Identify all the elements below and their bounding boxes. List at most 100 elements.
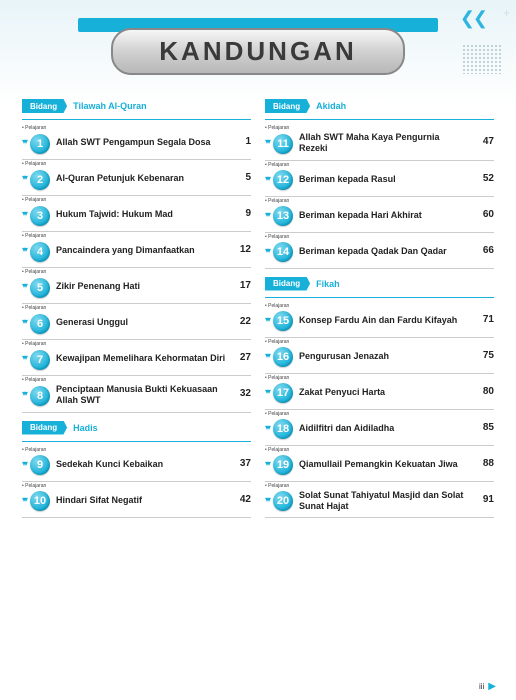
pelajaran-label: • Pelajaran bbox=[265, 411, 289, 417]
toc-entry: • Pelajaran ▾▾ 13 Beriman kepada Hari Akhir… bbox=[265, 197, 494, 233]
bidang-tag: Bidang bbox=[22, 99, 67, 113]
entry-page: 60 bbox=[476, 209, 494, 220]
chevron-icon: ▾▾ bbox=[22, 245, 26, 254]
pelajaran-label: • Pelajaran bbox=[22, 197, 46, 203]
bidang-tag: Bidang bbox=[265, 99, 310, 113]
chevron-icon: ▾▾ bbox=[22, 173, 26, 182]
toc-entry: • Pelajaran▾▾5Zikir Penenang Hati17 bbox=[22, 268, 251, 304]
chevron-icon: ▾▾ bbox=[22, 389, 26, 398]
left-column: BidangTilawah Al-Quran• Pelajaran▾▾1Alla… bbox=[22, 91, 251, 518]
entry-page: 12 bbox=[233, 244, 251, 255]
entry-page: 22 bbox=[233, 316, 251, 327]
pelajaran-label: • Pelajaran bbox=[22, 125, 46, 131]
lesson-number-badge: 3 bbox=[30, 206, 50, 226]
entry-page: 32 bbox=[233, 388, 251, 399]
lesson-number-badge: 16 bbox=[273, 347, 293, 367]
pelajaran-label: • Pelajaran bbox=[22, 377, 46, 383]
entry-page: 5 bbox=[233, 172, 251, 183]
bidang-tag: Bidang bbox=[22, 421, 67, 435]
entry-title: Generasi Unggul bbox=[56, 314, 227, 328]
section-header: BidangAkidah bbox=[265, 99, 494, 113]
lesson-number-badge: 7 bbox=[30, 350, 50, 370]
content-columns: BidangTilawah Al-Quran• Pelajaran▾▾1Alla… bbox=[0, 75, 516, 518]
pelajaran-label: • Pelajaran bbox=[22, 269, 46, 275]
entry-title: Allah SWT Pengampun Segala Dosa bbox=[56, 134, 227, 148]
chevron-icon: ▾▾ bbox=[22, 209, 26, 218]
toc-entry: • Pelajaran▾▾6Generasi Unggul22 bbox=[22, 304, 251, 340]
entry-title: Hindari Sifat Negatif bbox=[56, 492, 227, 506]
lesson-number-badge: 15 bbox=[273, 311, 293, 331]
entry-page: 27 bbox=[233, 352, 251, 363]
toc-entry: • Pelajaran▾▾7Kewajipan Memelihara Kehor… bbox=[22, 340, 251, 376]
entry-title: Allah SWT Maha Kaya Pengurnia Rezeki bbox=[299, 129, 470, 155]
entry-page: 9 bbox=[233, 208, 251, 219]
lesson-number-badge: 11 bbox=[273, 134, 293, 154]
lesson-number-badge: 17 bbox=[273, 383, 293, 403]
entry-page: 85 bbox=[476, 422, 494, 433]
lesson-number-badge: 20 bbox=[273, 491, 293, 511]
entry-page: 75 bbox=[476, 350, 494, 361]
chevron-icon: ▾▾ bbox=[265, 210, 269, 219]
toc-entry: • Pelajaran ▾▾ 8 Penciptaan Manusia Bukti K… bbox=[22, 376, 251, 413]
toc-entry: • Pelajaran▾▾9Sedekah Kunci Kebaikan37 bbox=[22, 446, 251, 482]
pelajaran-label: • Pelajaran bbox=[22, 483, 46, 489]
chevron-icon: ▾▾ bbox=[22, 317, 26, 326]
toc-entry: • Pelajaran ▾▾ 11 Allah SWT Maha Kaya Pengu… bbox=[265, 124, 494, 161]
chevron-icon: ▾▾ bbox=[265, 315, 269, 324]
entry-title: Penciptaan Manusia Bukti Kekuasaan Allah… bbox=[56, 381, 227, 407]
lesson-number-badge: 8 bbox=[30, 386, 50, 406]
toc-entry: • Pelajaran▾▾14Beriman kepada Qadak Dan … bbox=[265, 233, 494, 269]
entry-title: Beriman kepada Qadak Dan Qadar bbox=[299, 243, 470, 257]
entry-title: Kewajipan Memelihara Kehormatan Diri bbox=[56, 350, 227, 364]
pelajaran-label: • Pelajaran bbox=[265, 303, 289, 309]
chevron-icon: ▾▾ bbox=[22, 137, 26, 146]
toc-entry: • Pelajaran▾▾16Pengurusan Jenazah75 bbox=[265, 338, 494, 374]
entry-title: Zikir Penenang Hati bbox=[56, 278, 227, 292]
pelajaran-label: • Pelajaran bbox=[265, 162, 289, 168]
footer-triangle-icon: ▶ bbox=[488, 681, 496, 692]
entry-title: Aidilfitri dan Aidiladha bbox=[299, 420, 470, 434]
entry-title: Al-Quran Petunjuk Kebenaran bbox=[56, 170, 227, 184]
entry-title: Qiamullail Pemangkin Kekuatan Jiwa bbox=[299, 456, 470, 470]
entry-page: 17 bbox=[233, 280, 251, 291]
page-footer: iii ▶ bbox=[479, 681, 496, 692]
chevron-icon: ▾▾ bbox=[265, 387, 269, 396]
pelajaran-label: • Pelajaran bbox=[265, 125, 289, 131]
section-header: BidangFikah bbox=[265, 277, 494, 291]
pelajaran-label: • Pelajaran bbox=[265, 447, 289, 453]
pelajaran-label: • Pelajaran bbox=[265, 339, 289, 345]
entry-title: Hukum Tajwid: Hukum Mad bbox=[56, 206, 227, 220]
entry-page: 1 bbox=[233, 136, 251, 147]
toc-entry: • Pelajaran ▾▾ 1 Allah SWT Pengampun Segala… bbox=[22, 124, 251, 160]
pelajaran-label: • Pelajaran bbox=[22, 341, 46, 347]
chevron-icon: ▾▾ bbox=[265, 137, 269, 146]
lesson-number-badge: 18 bbox=[273, 419, 293, 439]
pelajaran-label: • Pelajaran bbox=[22, 161, 46, 167]
pelajaran-label: • Pelajaran bbox=[22, 447, 46, 453]
toc-entry: • Pelajaran ▾▾ 3 Hukum Tajwid: Hukum Mad 9 bbox=[22, 196, 251, 232]
entry-page: 80 bbox=[476, 386, 494, 397]
entry-page: 66 bbox=[476, 245, 494, 256]
toc-entry: • Pelajaran ▾▾ 2 Al-Quran Petunjuk Kebenara… bbox=[22, 160, 251, 196]
entry-page: 71 bbox=[476, 314, 494, 325]
lesson-number-badge: 4 bbox=[30, 242, 50, 262]
lesson-number-badge: 2 bbox=[30, 170, 50, 190]
entry-page: 52 bbox=[476, 173, 494, 184]
lesson-number-badge: 9 bbox=[30, 455, 50, 475]
chevron-icon: ▾▾ bbox=[265, 351, 269, 360]
section-rule bbox=[22, 441, 251, 442]
right-column: BidangAkidah • Pelajaran ▾▾ 11 Allah SWT Mah… bbox=[265, 91, 494, 518]
entry-page: 91 bbox=[476, 494, 494, 505]
chevron-icon: ▾▾ bbox=[265, 459, 269, 468]
entry-title: Beriman kepada Hari Akhirat bbox=[299, 207, 470, 221]
lesson-number-badge: 13 bbox=[273, 206, 293, 226]
pelajaran-label: • Pelajaran bbox=[265, 483, 289, 489]
toc-entry: • Pelajaran▾▾20Solat Sunat Tahiyatul Mas… bbox=[265, 482, 494, 519]
toc-entry: • Pelajaran ▾▾ 15 Konsep Fardu Ain dan Fard… bbox=[265, 302, 494, 338]
chevron-icon: ▾▾ bbox=[22, 495, 26, 504]
entry-title: Beriman kepada Rasul bbox=[299, 171, 470, 185]
lesson-number-badge: 14 bbox=[273, 242, 293, 262]
pelajaran-label: • Pelajaran bbox=[265, 198, 289, 204]
entry-title: Konsep Fardu Ain dan Fardu Kifayah bbox=[299, 312, 470, 326]
page-title: KANDUNGAN bbox=[111, 28, 404, 75]
